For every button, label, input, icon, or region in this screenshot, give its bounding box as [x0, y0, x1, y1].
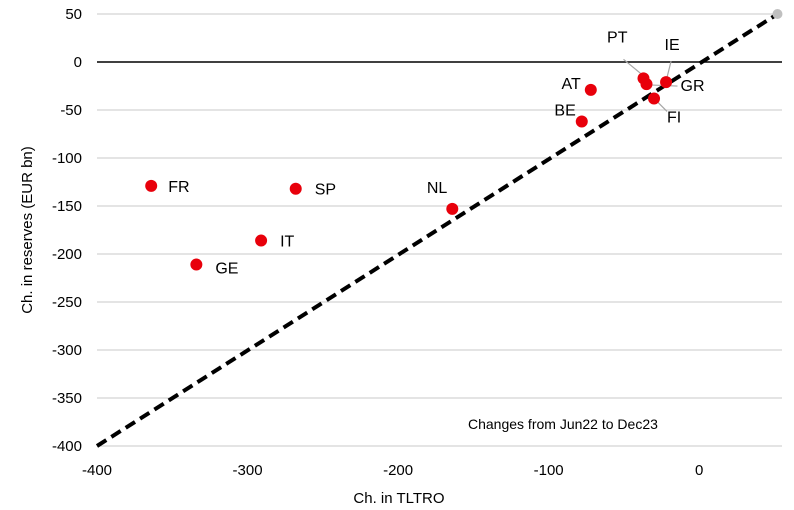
point-label-sp: SP	[315, 182, 336, 199]
point-label-it: IT	[280, 234, 294, 251]
y-tick-labels: 50 0 -50 -100 -150 -200 -250 -300 -350 -400	[52, 6, 82, 455]
data-point-gr	[640, 78, 653, 91]
data-point-nl	[446, 202, 459, 215]
point-label-at: AT	[562, 76, 581, 93]
y-tick-label: 50	[65, 6, 82, 23]
x-axis-title: Ch. in TLTRO	[353, 490, 444, 507]
gridlines	[97, 13, 782, 447]
x-tick-label: -200	[383, 462, 413, 479]
point-label-be: BE	[554, 103, 575, 120]
y-tick-label: -300	[52, 342, 82, 359]
y-tick-label: -100	[52, 150, 82, 167]
y-tick-label: -250	[52, 294, 82, 311]
y-tick-label: -350	[52, 390, 82, 407]
data-point-be	[575, 115, 588, 128]
point-label-ie: IE	[665, 37, 680, 54]
point-label-nl: NL	[427, 180, 448, 197]
reference-line-end-point	[772, 9, 783, 19]
y-axis-title: Ch. in reserves (EUR bn)	[19, 146, 36, 314]
point-label-fi: FI	[667, 109, 681, 126]
y-tick-label: -150	[52, 198, 82, 215]
y-tick-label: 0	[74, 54, 82, 71]
point-label-ge: GE	[215, 261, 238, 278]
y-tick-label: -200	[52, 246, 82, 263]
data-point-ge	[190, 258, 203, 271]
data-point-sp	[289, 182, 302, 195]
x-tick-label: -100	[534, 462, 564, 479]
point-label-fr: FR	[168, 179, 189, 196]
leader-line-ie	[666, 61, 672, 78]
leader-line-fi	[657, 102, 668, 112]
y-tick-label: -50	[60, 102, 82, 119]
point-label-pt: PT	[607, 29, 628, 46]
leader-line-pt	[623, 58, 641, 74]
data-points	[145, 72, 673, 271]
data-point-ie	[660, 76, 673, 89]
y-tick-label: -400	[52, 438, 82, 455]
x-tick-labels: -400 -300 -200 -100 0	[82, 462, 703, 479]
x-tick-label: -400	[82, 462, 112, 479]
x-tick-label: 0	[695, 462, 703, 479]
reference-diagonal-line	[95, 12, 779, 448]
data-point-fr	[145, 179, 158, 192]
point-label-gr: GR	[681, 78, 705, 95]
data-point-at	[584, 83, 597, 96]
data-point-it	[255, 234, 268, 247]
x-tick-label: -300	[233, 462, 263, 479]
chart-annotation: Changes from Jun22 to Dec23	[468, 416, 658, 432]
data-point-fi	[648, 92, 661, 105]
